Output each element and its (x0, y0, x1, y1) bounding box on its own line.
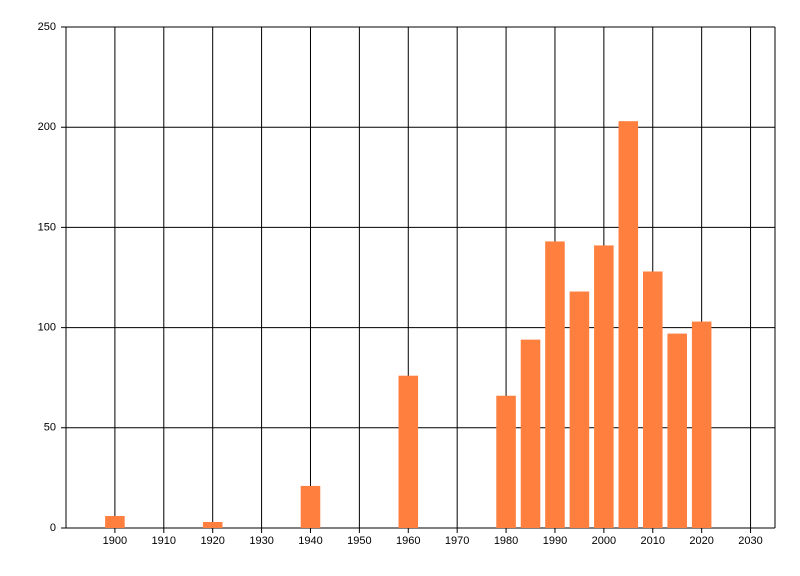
y-tick-label: 50 (44, 422, 56, 434)
bar (545, 241, 565, 529)
x-tick-label: 1990 (543, 535, 567, 547)
x-tick-label: 2030 (738, 535, 762, 547)
bar (105, 515, 125, 528)
bar (300, 485, 321, 528)
x-tick-label: 1960 (396, 535, 420, 547)
y-tick-label: 150 (38, 221, 56, 233)
bar (667, 333, 687, 528)
bar (496, 395, 516, 528)
bar (569, 291, 590, 528)
x-tick-label: 1910 (152, 535, 176, 547)
y-tick-label: 100 (38, 322, 56, 334)
x-tick-label: 2000 (592, 535, 616, 547)
x-tick-label: 1930 (249, 535, 273, 547)
y-tick-label: 200 (38, 121, 56, 133)
x-tick-label: 1980 (494, 535, 518, 547)
bar (642, 271, 663, 528)
bar (520, 339, 541, 528)
y-tick-label: 0 (50, 522, 56, 534)
x-tick-label: 1900 (103, 535, 127, 547)
bar (594, 245, 614, 528)
x-tick-label: 1970 (445, 535, 469, 547)
x-tick-label: 2020 (689, 535, 713, 547)
bar (398, 375, 419, 528)
y-tick-label: 250 (38, 21, 56, 33)
x-tick-label: 1940 (298, 535, 322, 547)
bar (202, 521, 223, 528)
bar (691, 321, 712, 528)
x-tick-label: 1920 (200, 535, 224, 547)
x-tick-label: 1950 (347, 535, 371, 547)
bar (618, 121, 639, 529)
x-tick-label: 2010 (641, 535, 665, 547)
